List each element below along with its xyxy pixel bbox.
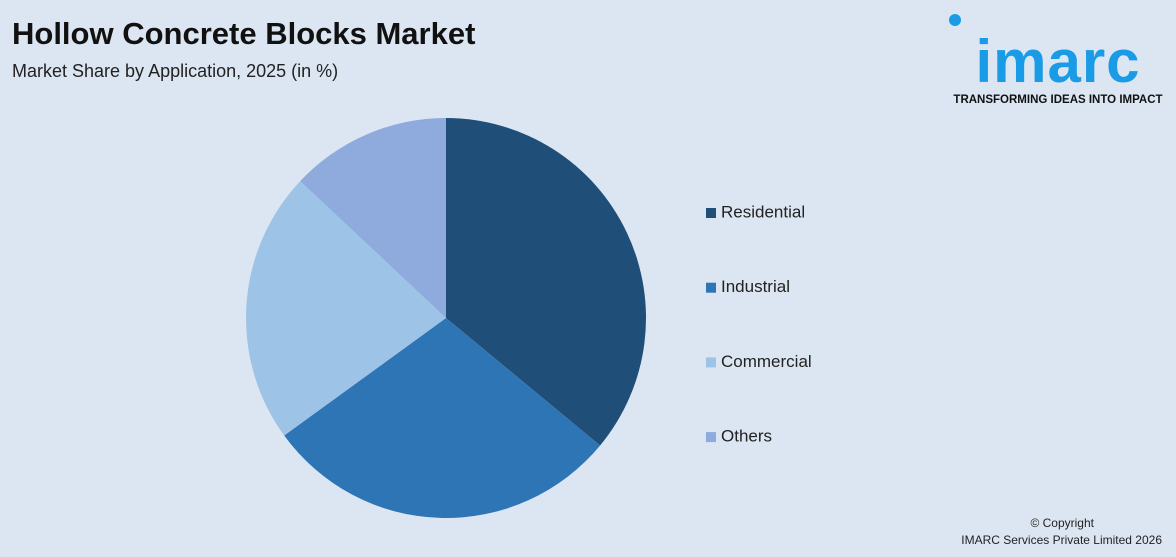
logo: imarc (975, 28, 1140, 95)
logo-dot (949, 14, 961, 26)
copyright: IMARC Services Private Limited 2026 (961, 533, 1162, 547)
pie-slice (446, 118, 646, 446)
pie-slice (300, 118, 446, 318)
legend-swatch (706, 357, 716, 368)
legend-label: Residential (721, 202, 805, 221)
copyright: © Copyright (1030, 516, 1094, 530)
legend-label: Others (721, 427, 772, 446)
legend-swatch (706, 208, 716, 218)
logo-tagline: TRANSFORMING IDEAS INTO IMPACT (953, 94, 1162, 106)
chart-title: Hollow Concrete Blocks Market (12, 16, 475, 51)
legend-label: Industrial (721, 277, 790, 296)
legend-swatch (706, 432, 716, 443)
legend-swatch (706, 282, 716, 293)
chart-subtitle: Market Share by Application, 2025 (in %) (12, 61, 338, 81)
pie-slice (245, 181, 446, 436)
pie-slice (284, 318, 601, 518)
legend-label: Commercial (721, 352, 812, 371)
